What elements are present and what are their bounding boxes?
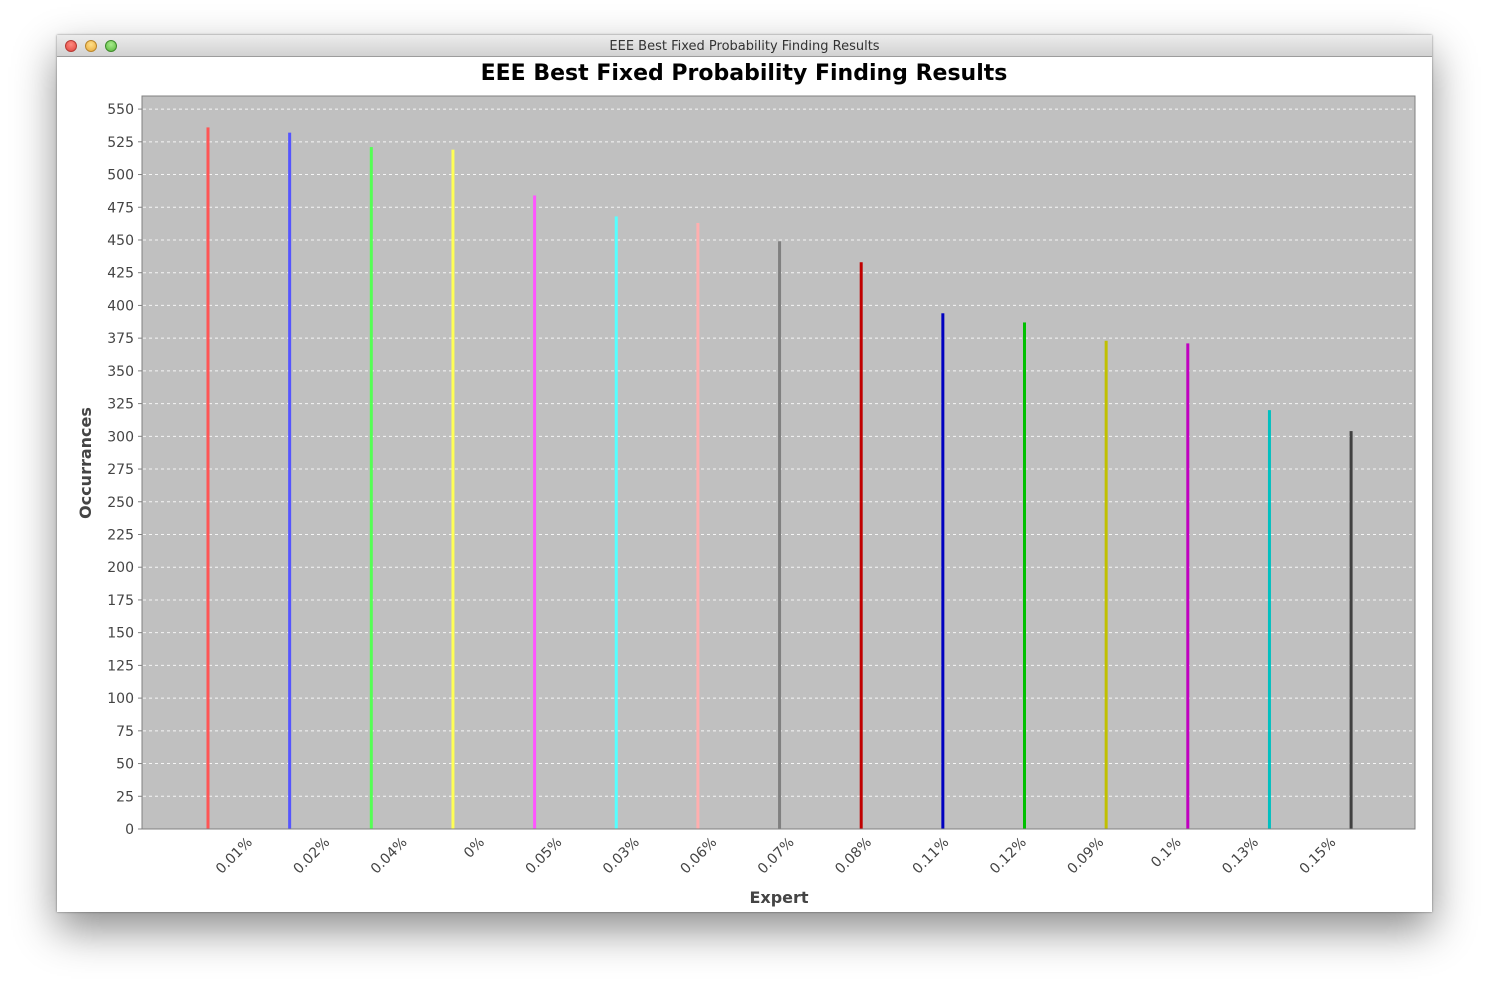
y-tick-label: 550 — [107, 102, 134, 118]
axes — [141, 96, 1415, 830]
bar-0.05% — [533, 195, 537, 829]
bar-0.08% — [859, 262, 863, 829]
y-tick-label: 75 — [116, 724, 134, 740]
bar-0% — [451, 149, 455, 829]
y-tick-label: 0 — [125, 822, 134, 838]
bar-0.1% — [1186, 343, 1190, 829]
close-button[interactable] — [65, 40, 77, 52]
y-tick-label: 475 — [107, 200, 134, 216]
x-tick-label: 0.12% — [987, 835, 1030, 878]
bar-0.09% — [1104, 340, 1108, 829]
y-tick-label: 325 — [107, 397, 134, 413]
bar-0.12% — [1023, 322, 1026, 829]
minimize-button[interactable] — [85, 40, 97, 52]
y-tick-label: 400 — [107, 298, 134, 314]
y-tick-label: 350 — [107, 364, 134, 380]
y-tick-label: 500 — [107, 168, 134, 184]
x-tick-label: 0.01% — [213, 835, 256, 878]
bar-chart: EEE Best Fixed Probability Finding Resul… — [76, 61, 1416, 907]
y-tick-label: 250 — [107, 495, 134, 511]
x-tick-label: 0.04% — [368, 835, 411, 878]
y-tick-label: 100 — [107, 691, 134, 707]
x-tick-label: 0.13% — [1219, 835, 1262, 878]
bar-0.11% — [941, 313, 945, 830]
y-tick-label: 300 — [107, 429, 134, 445]
bar-0.13% — [1267, 410, 1271, 829]
x-tick-labels: 0.01% 0.02% 0.04% 0% 0.05% 0.03% 0.06% 0.07% 0.0… — [213, 835, 1339, 878]
x-tick-label: 0.02% — [290, 835, 333, 878]
chart-title: EEE Best Fixed Probability Finding Resul… — [481, 61, 1008, 86]
bar-0.06% — [696, 222, 700, 829]
bar-0.04% — [369, 147, 373, 829]
chart-window: EEE Best Fixed Probability Finding Resul… — [57, 35, 1432, 912]
window-title: EEE Best Fixed Probability Finding Resul… — [609, 39, 880, 54]
x-tick-label: 0% — [461, 835, 488, 862]
x-tick-label: 0.11% — [910, 835, 953, 878]
x-tick-label: 0.09% — [1064, 835, 1107, 878]
bar-0.15% — [1349, 431, 1353, 829]
grid-lines — [143, 108, 1414, 797]
y-tick-label: 275 — [107, 462, 134, 478]
y-tick-label: 125 — [107, 658, 134, 674]
bar-0.01% — [206, 127, 210, 829]
x-axis-label: Expert — [749, 888, 808, 907]
y-tick-label: 375 — [107, 331, 134, 347]
y-tick-label: 225 — [107, 527, 134, 543]
y-tick-label: 200 — [107, 560, 134, 576]
bar-0.07% — [778, 241, 782, 829]
x-tick-label: 0.15% — [1297, 835, 1340, 878]
x-tick-label: 0.07% — [755, 835, 798, 878]
y-tick-label: 150 — [107, 626, 134, 642]
y-tick-labels: 0 25 50 75 100 125 150 175 200 225 250 275 300 325 350… — [107, 102, 142, 838]
bar-0.02% — [288, 132, 292, 829]
bar-0.03% — [614, 216, 618, 829]
y-tick-label: 450 — [107, 233, 134, 249]
bars — [206, 127, 1353, 830]
y-tick-label: 50 — [116, 757, 134, 773]
x-tick-label: 0.05% — [523, 835, 566, 878]
y-axis-label: Occurrances — [76, 407, 95, 519]
x-tick-label: 0.03% — [600, 835, 643, 878]
y-tick-label: 25 — [116, 789, 134, 805]
y-tick-label: 175 — [107, 593, 134, 609]
y-tick-label: 525 — [107, 135, 134, 151]
y-tick-label: 425 — [107, 266, 134, 282]
maximize-button[interactable] — [105, 40, 117, 52]
x-tick-label: 0.08% — [832, 835, 875, 878]
title-bar: EEE Best Fixed Probability Finding Resul… — [57, 35, 1432, 57]
x-tick-label: 0.1% — [1148, 835, 1184, 871]
x-tick-label: 0.06% — [677, 835, 720, 878]
